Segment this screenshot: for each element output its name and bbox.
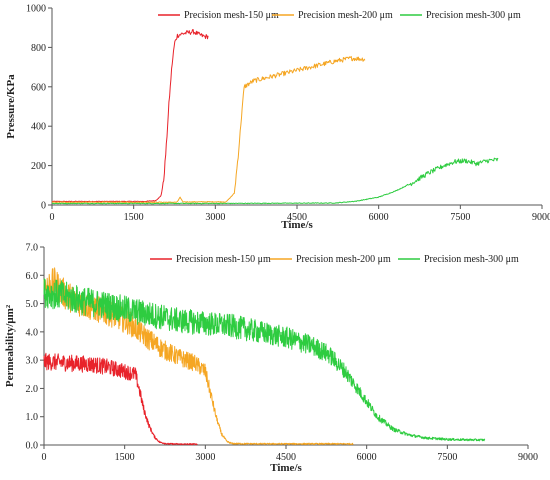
y-tick-label: 1.0 — [26, 412, 39, 423]
x-tick-label: 1500 — [115, 452, 135, 463]
y-axis-title: Pressure/KPa — [5, 74, 17, 139]
x-tick-label: 3000 — [205, 212, 225, 223]
y-tick-label: 1000 — [26, 4, 46, 15]
x-tick-label: 9000 — [518, 452, 538, 463]
y-tick-label: 800 — [31, 43, 46, 54]
x-tick-label: 0 — [42, 452, 47, 463]
permeability-chart: 0.0 1.0 2.0 3.0 4.0 5.0 6.0 7.0 0 1500 3000 4500 600… — [4, 243, 538, 475]
series-line-3 — [51, 157, 499, 205]
y-tick-label: 0.0 — [26, 441, 39, 452]
y-tick-label: 600 — [31, 82, 46, 93]
series-line-1 — [43, 352, 198, 446]
x-tick-label: 3000 — [195, 452, 215, 463]
legend-label: Precision mesh-200 μm — [296, 254, 391, 265]
x-tick-label: 1500 — [124, 212, 144, 223]
x-tick-label: 0 — [50, 212, 55, 223]
legend-label: Precision mesh-300 μm — [426, 10, 521, 21]
y-tick-label: 2.0 — [26, 384, 39, 395]
x-tick-label: 6000 — [369, 212, 389, 223]
x-tick-label: 4500 — [276, 452, 296, 463]
y-tick-label: 7.0 — [26, 243, 39, 254]
legend-label: Precision mesh-150 μm — [184, 10, 279, 21]
y-axis-title: Permeability/μm² — [4, 304, 16, 387]
series-line-1 — [51, 29, 209, 203]
y-tick-label: 5.0 — [26, 299, 39, 310]
y-tick-label: 3.0 — [26, 356, 39, 367]
x-tick-label: 6000 — [357, 452, 377, 463]
y-tick-label: 4.0 — [26, 327, 39, 338]
axes — [51, 8, 542, 206]
legend-label: Precision mesh-150 μm — [176, 254, 271, 265]
y-tick-label: 0 — [41, 201, 46, 212]
legend-label: Precision mesh-200 μm — [298, 10, 393, 21]
y-tick-label: 200 — [31, 161, 46, 172]
y-tick-label: 400 — [31, 122, 46, 133]
x-axis-title: Time/s — [281, 219, 313, 231]
x-axis-title: Time/s — [270, 462, 302, 474]
x-tick-label: 4500 — [287, 212, 307, 223]
series-line-2 — [51, 55, 366, 204]
x-tick-label: 7500 — [450, 212, 470, 223]
series-line-2 — [43, 267, 354, 445]
series-line-3 — [43, 278, 486, 442]
legend-label: Precision mesh-300 μm — [424, 254, 519, 265]
y-tick-label: 6.0 — [26, 271, 39, 282]
x-tick-label: 9000 — [532, 212, 550, 223]
pressure-chart: 0 200 400 600 800 1000 0 1500 3000 4500 6000 7500 90… — [5, 4, 550, 232]
x-tick-label: 7500 — [437, 452, 457, 463]
